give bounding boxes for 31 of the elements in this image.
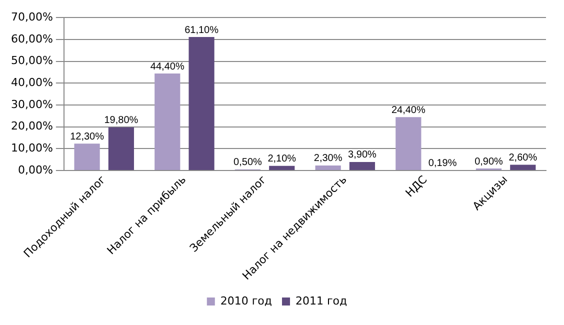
data-label: 61,10% bbox=[184, 24, 219, 36]
bar bbox=[154, 74, 180, 170]
data-label: 12,30% bbox=[70, 131, 104, 142]
bar bbox=[269, 166, 295, 170]
y-tick-label: 70,00% bbox=[10, 10, 53, 24]
bar bbox=[510, 164, 536, 170]
y-tick-label: 30,00% bbox=[10, 98, 53, 111]
y-tick-label: 50,00% bbox=[10, 54, 53, 68]
data-label: 0,19% bbox=[428, 158, 457, 169]
legend-label: 2011 год bbox=[296, 294, 348, 308]
data-label: 2,30% bbox=[314, 153, 342, 164]
data-label: 3,90% bbox=[348, 150, 376, 161]
y-tick-label: 40,00% bbox=[10, 76, 53, 89]
data-label: 2,60% bbox=[508, 152, 538, 164]
data-label: 19,80% bbox=[104, 114, 138, 126]
bar bbox=[315, 165, 341, 170]
y-tick-label: 20,00% bbox=[10, 120, 53, 133]
data-label: 44,40% bbox=[150, 61, 184, 72]
bar bbox=[108, 127, 134, 170]
data-label: 2,10% bbox=[268, 154, 296, 165]
data-label: 24,40% bbox=[391, 104, 426, 116]
bar bbox=[396, 117, 422, 170]
legend-label: 2010 год bbox=[220, 294, 272, 308]
bar bbox=[188, 37, 214, 170]
y-tick-label: 10,00% bbox=[10, 141, 53, 154]
data-label: 0,50% bbox=[234, 157, 262, 168]
y-tick-label: 60,00% bbox=[10, 32, 53, 46]
bar bbox=[349, 162, 376, 170]
bar bbox=[74, 144, 100, 170]
data-label: 0,90% bbox=[474, 156, 504, 168]
y-tick-label: 0,00% bbox=[18, 163, 53, 176]
